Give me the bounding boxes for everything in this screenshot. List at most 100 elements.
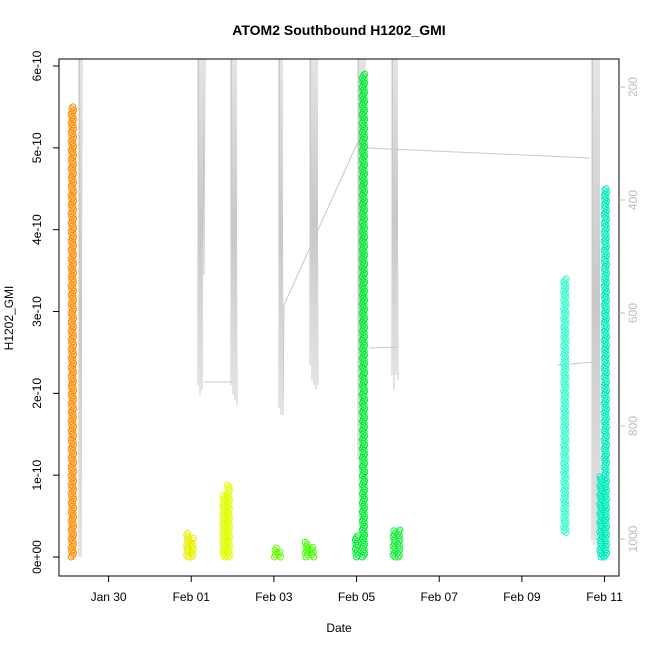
- data-point: [601, 205, 609, 213]
- data-point: [358, 146, 366, 154]
- data-point: [360, 537, 368, 545]
- data-point: [69, 410, 77, 418]
- data-point: [360, 244, 367, 252]
- data-point: [360, 401, 368, 409]
- data-point: [358, 454, 366, 461]
- data-point: [560, 324, 568, 332]
- data-point: [360, 497, 367, 505]
- data-point: [303, 540, 311, 548]
- data-point: [560, 460, 568, 468]
- data-point: [360, 253, 367, 261]
- data-point: [69, 220, 77, 228]
- data-point: [69, 193, 77, 201]
- data-point: [358, 74, 366, 82]
- data-point: [359, 168, 367, 176]
- data-point: [600, 373, 608, 380]
- data-point: [67, 173, 75, 181]
- data-point: [68, 226, 76, 234]
- data-point: [67, 526, 75, 534]
- data-point: [601, 439, 609, 447]
- data-point: [601, 286, 609, 294]
- data-point: [67, 201, 75, 208]
- data-point: [562, 407, 569, 415]
- data-point: [601, 217, 609, 225]
- data-point: [602, 266, 610, 274]
- data-point: [360, 398, 367, 405]
- data-point: [602, 447, 610, 454]
- data-point: [68, 325, 76, 333]
- data-point: [560, 369, 568, 377]
- data-point: [561, 286, 569, 294]
- data-point: [601, 349, 609, 357]
- data-point: [601, 250, 609, 258]
- data-point: [562, 275, 570, 283]
- data-point: [358, 553, 366, 561]
- depth-trace-line: [78, 58, 83, 558]
- data-point: [601, 353, 609, 361]
- data-point: [68, 484, 76, 492]
- data-point: [358, 137, 366, 145]
- data-point: [601, 196, 609, 204]
- data-point: [601, 385, 609, 393]
- data-point: [601, 475, 609, 483]
- data-point: [601, 524, 609, 532]
- data-point: [360, 361, 367, 369]
- data-point: [359, 511, 367, 519]
- data-point: [600, 409, 608, 417]
- data-point: [600, 427, 608, 435]
- data-point: [360, 126, 367, 134]
- data-point: [602, 546, 610, 554]
- data-point: [68, 172, 76, 180]
- data-point: [360, 510, 368, 518]
- data-point: [358, 417, 366, 425]
- data-point: [69, 284, 77, 292]
- right-tick-label: 600: [626, 303, 640, 323]
- y-tick-label: 0e+00: [30, 540, 44, 574]
- data-point: [359, 367, 367, 375]
- data-point: [69, 202, 77, 210]
- data-point: [224, 485, 232, 493]
- data-point: [602, 239, 610, 247]
- data-point: [600, 237, 608, 245]
- data-point: [601, 506, 609, 514]
- data-point: [560, 327, 568, 335]
- data-point: [601, 268, 609, 276]
- data-point: [360, 266, 368, 273]
- data-point: [358, 209, 366, 217]
- data-point: [360, 99, 367, 107]
- data-point: [560, 436, 568, 444]
- data-point: [360, 162, 367, 170]
- data-point: [601, 389, 609, 397]
- data-point: [67, 119, 75, 127]
- data-point: [602, 338, 610, 346]
- data-point: [360, 515, 367, 523]
- data-point: [68, 145, 76, 152]
- depth-trace-line: [309, 58, 319, 391]
- data-point: [67, 508, 75, 516]
- data-point: [358, 246, 366, 254]
- data-point: [601, 530, 609, 537]
- data-point: [360, 72, 367, 80]
- data-point: [358, 345, 366, 353]
- data-point: [562, 326, 569, 333]
- data-point: [67, 345, 75, 353]
- data-point: [68, 244, 76, 252]
- data-point: [562, 280, 569, 288]
- data-point: [358, 300, 366, 308]
- data-point: [67, 146, 75, 154]
- data-point: [67, 408, 75, 416]
- data-point: [602, 275, 610, 283]
- right-tick-label: 200: [626, 77, 640, 97]
- data-point: [601, 457, 609, 465]
- data-point: [360, 293, 368, 301]
- data-point: [602, 410, 610, 418]
- data-point: [561, 431, 569, 439]
- data-point: [360, 464, 368, 472]
- data-point: [359, 322, 367, 329]
- data-point: [67, 318, 75, 326]
- data-point: [68, 190, 76, 198]
- data-point: [602, 203, 610, 211]
- data-point: [602, 230, 610, 238]
- data-point: [602, 185, 610, 193]
- data-point: [69, 365, 77, 373]
